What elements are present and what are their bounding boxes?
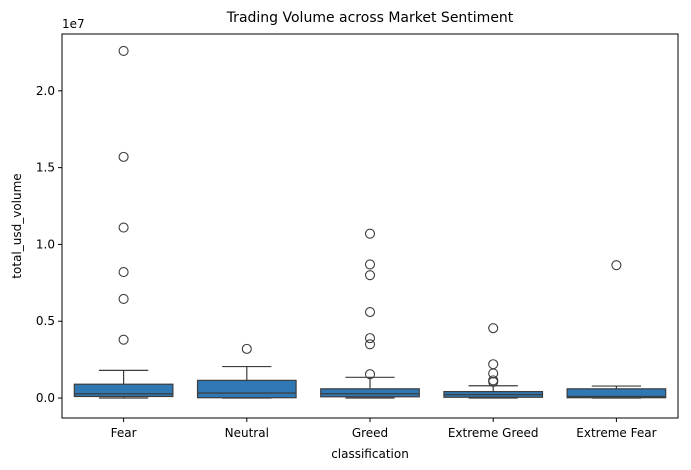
outlier-point	[488, 323, 499, 334]
x-tick-label: Fear	[111, 426, 137, 440]
outlier-point	[364, 339, 376, 350]
y-offset-label: 1e7	[62, 17, 85, 31]
plot-area: 0.0 0.5 1.0 1.5 2.0 Fear Neutral Greed Extreme G…	[36, 45, 667, 440]
outlier-point	[611, 260, 622, 271]
x-tick-label: Extreme Greed	[448, 426, 539, 440]
axes-frame	[61, 33, 679, 419]
box-fear	[73, 383, 174, 398]
outlier-point	[488, 375, 499, 386]
outlier-point	[364, 369, 376, 380]
outlier-point	[488, 359, 499, 370]
box-neutral	[196, 379, 297, 399]
y-axis-label: total_usd_volume	[10, 173, 24, 278]
x-tick-label: Neutral	[225, 426, 269, 440]
outlier-point	[364, 306, 376, 318]
outlier-point	[118, 293, 129, 305]
chart-title: Trading Volume across Market Sentiment	[226, 10, 514, 26]
box-extreme-fear	[566, 388, 667, 399]
outlier-point	[118, 334, 129, 345]
y-tick-label: 0.5	[36, 314, 55, 328]
outlier-point	[364, 333, 376, 344]
y-tick-label: 0.0	[36, 391, 55, 405]
outlier-point	[118, 267, 129, 278]
outlier-point	[364, 270, 376, 281]
outlier-point	[241, 343, 252, 354]
outlier-point	[488, 368, 499, 379]
x-tick-label: Greed	[352, 426, 388, 440]
y-tick-label: 1.5	[36, 161, 55, 175]
y-tick-label: 1.0	[36, 237, 55, 251]
outlier-point	[118, 151, 129, 162]
x-tick-label: Extreme Fear	[576, 426, 656, 440]
box-greed	[320, 388, 420, 398]
x-axis-label: classification	[331, 447, 409, 461]
outlier-point	[364, 228, 376, 239]
outlier-point	[118, 222, 129, 233]
outlier-point	[118, 45, 129, 56]
outlier-point	[364, 259, 376, 270]
y-tick-label: 2.0	[36, 84, 55, 98]
